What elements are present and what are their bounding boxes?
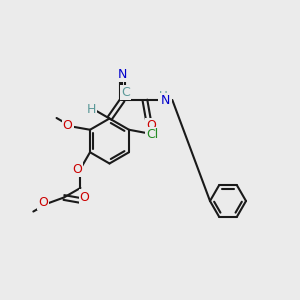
Text: O: O (146, 119, 156, 132)
Text: Cl: Cl (146, 128, 158, 141)
Text: O: O (80, 190, 90, 203)
Text: C: C (121, 86, 130, 99)
Text: O: O (72, 163, 82, 176)
Text: H: H (87, 103, 96, 116)
Text: O: O (63, 119, 73, 132)
Text: H: H (159, 90, 168, 103)
Text: N: N (161, 94, 170, 107)
Text: N: N (118, 68, 127, 81)
Text: O: O (38, 196, 48, 209)
